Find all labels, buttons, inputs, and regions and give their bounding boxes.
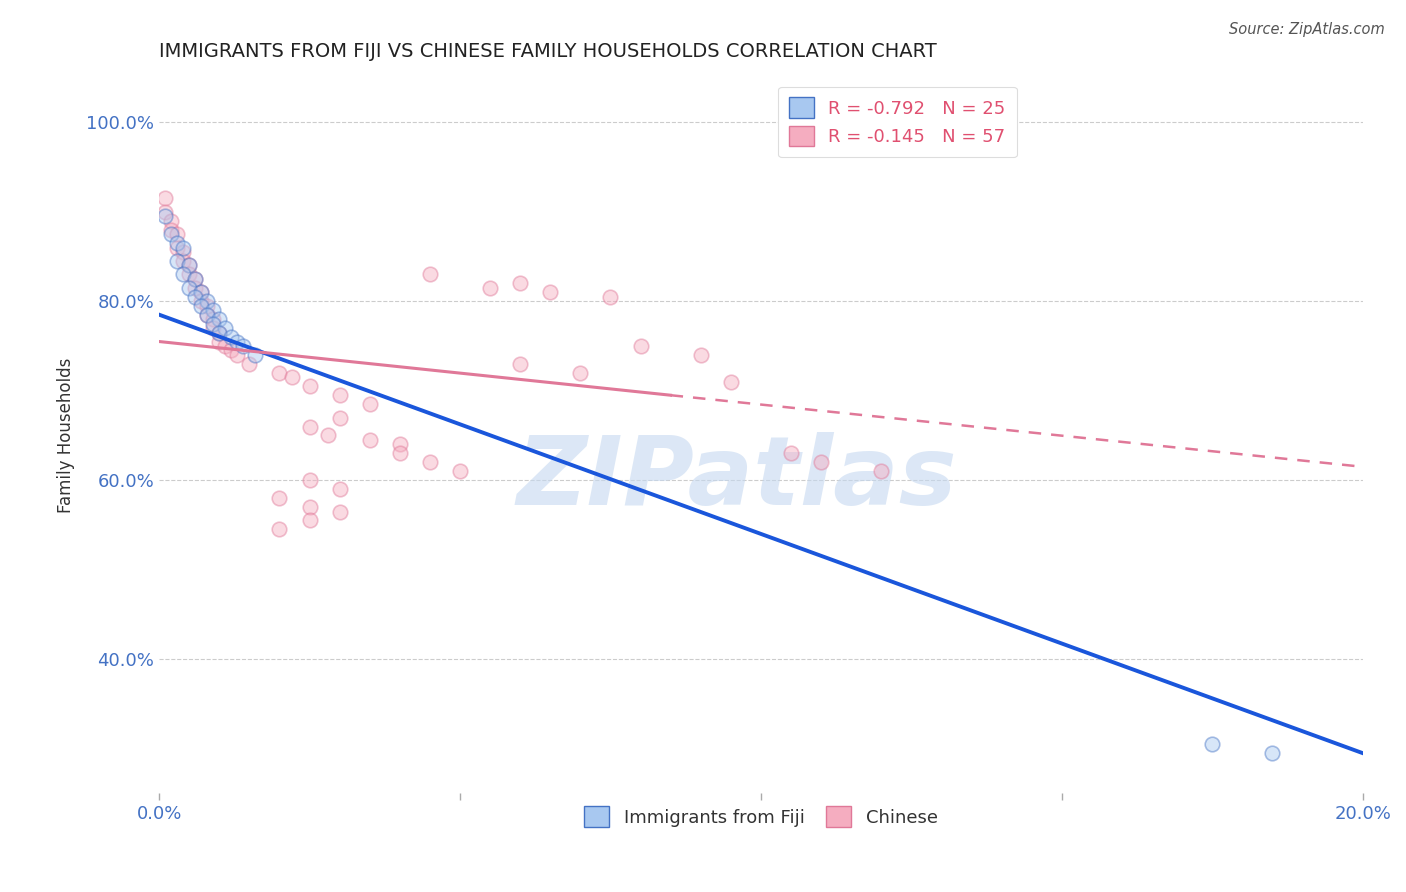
- Point: [479, 281, 502, 295]
- Point: [870, 464, 893, 478]
- Point: [172, 254, 194, 268]
- Point: [166, 227, 188, 242]
- Point: [153, 204, 176, 219]
- Point: [179, 281, 201, 295]
- Point: [359, 397, 381, 411]
- Point: [509, 277, 531, 291]
- Point: [190, 294, 212, 309]
- Point: [166, 236, 188, 251]
- Point: [269, 491, 291, 505]
- Point: [329, 482, 352, 496]
- Point: [195, 294, 218, 309]
- Point: [184, 290, 207, 304]
- Point: [226, 334, 249, 349]
- Point: [232, 339, 254, 353]
- Point: [419, 268, 441, 282]
- Point: [184, 272, 207, 286]
- Point: [172, 268, 194, 282]
- Point: [298, 500, 321, 514]
- Point: [359, 433, 381, 447]
- Point: [810, 455, 832, 469]
- Point: [202, 312, 225, 326]
- Point: [202, 303, 225, 318]
- Text: IMMIGRANTS FROM FIJI VS CHINESE FAMILY HOUSEHOLDS CORRELATION CHART: IMMIGRANTS FROM FIJI VS CHINESE FAMILY H…: [159, 42, 936, 61]
- Point: [208, 334, 231, 349]
- Point: [202, 321, 225, 335]
- Point: [269, 523, 291, 537]
- Point: [179, 259, 201, 273]
- Point: [202, 317, 225, 331]
- Point: [214, 321, 236, 335]
- Point: [1261, 746, 1284, 760]
- Text: ZIPatlas: ZIPatlas: [516, 432, 957, 524]
- Text: Source: ZipAtlas.com: Source: ZipAtlas.com: [1229, 22, 1385, 37]
- Point: [298, 513, 321, 527]
- Point: [599, 290, 621, 304]
- Point: [1201, 737, 1223, 751]
- Point: [184, 272, 207, 286]
- Point: [316, 428, 339, 442]
- Point: [153, 209, 176, 223]
- Point: [208, 326, 231, 340]
- Point: [449, 464, 471, 478]
- Point: [221, 330, 243, 344]
- Point: [195, 308, 218, 322]
- Point: [780, 446, 803, 460]
- Point: [298, 379, 321, 393]
- Point: [190, 285, 212, 300]
- Point: [190, 285, 212, 300]
- Point: [190, 299, 212, 313]
- Point: [298, 473, 321, 487]
- Point: [172, 245, 194, 260]
- Legend: Immigrants from Fiji, Chinese: Immigrants from Fiji, Chinese: [576, 799, 945, 834]
- Point: [280, 370, 302, 384]
- Point: [388, 446, 411, 460]
- Point: [172, 241, 194, 255]
- Point: [269, 366, 291, 380]
- Point: [226, 348, 249, 362]
- Point: [245, 348, 267, 362]
- Point: [179, 268, 201, 282]
- Point: [166, 241, 188, 255]
- Point: [419, 455, 441, 469]
- Point: [569, 366, 592, 380]
- Point: [184, 281, 207, 295]
- Point: [195, 308, 218, 322]
- Point: [160, 223, 183, 237]
- Point: [329, 504, 352, 518]
- Point: [630, 339, 652, 353]
- Point: [195, 299, 218, 313]
- Point: [509, 357, 531, 371]
- Point: [153, 191, 176, 205]
- Point: [166, 254, 188, 268]
- Y-axis label: Family Households: Family Households: [58, 358, 75, 513]
- Point: [329, 410, 352, 425]
- Point: [689, 348, 711, 362]
- Point: [160, 213, 183, 227]
- Point: [329, 388, 352, 402]
- Point: [208, 326, 231, 340]
- Point: [538, 285, 561, 300]
- Point: [298, 419, 321, 434]
- Point: [179, 259, 201, 273]
- Point: [160, 227, 183, 242]
- Point: [388, 437, 411, 451]
- Point: [214, 339, 236, 353]
- Point: [238, 357, 260, 371]
- Point: [221, 343, 243, 358]
- Point: [720, 375, 742, 389]
- Point: [208, 312, 231, 326]
